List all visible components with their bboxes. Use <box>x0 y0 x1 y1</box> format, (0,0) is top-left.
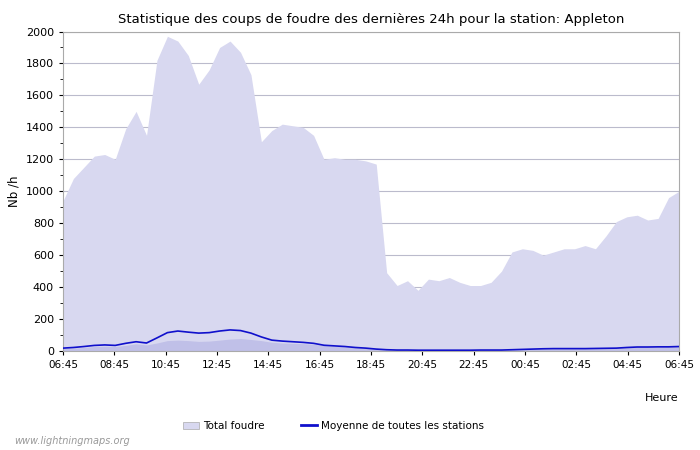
Text: www.lightningmaps.org: www.lightningmaps.org <box>14 436 130 446</box>
Legend: Foudre détectée par Appleton: Foudre détectée par Appleton <box>179 448 363 450</box>
Title: Statistique des coups de foudre des dernières 24h pour la station: Appleton: Statistique des coups de foudre des dern… <box>118 13 624 26</box>
Y-axis label: Nb /h: Nb /h <box>7 176 20 207</box>
Text: Heure: Heure <box>645 392 679 403</box>
